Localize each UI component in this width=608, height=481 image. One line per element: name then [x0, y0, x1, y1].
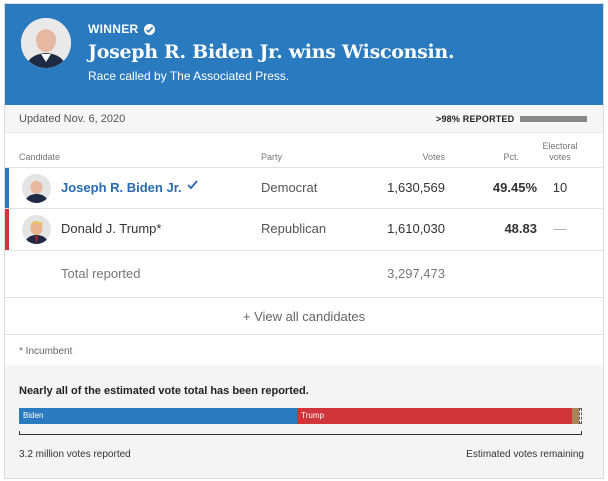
total-row: Total reported 3,297,473 — [5, 250, 603, 297]
header-party: Party — [261, 152, 283, 162]
candidate-party: Democrat — [261, 180, 318, 195]
other-segment — [571, 408, 580, 424]
race-call-source: Race called by The Associated Press. — [88, 69, 290, 83]
candidate-votes: 1,610,030 — [387, 221, 445, 236]
results-card: WINNER Joseph R. Biden Jr. wins Wisconsi… — [4, 3, 604, 479]
candidate-votes: 1,630,569 — [387, 180, 445, 195]
header-electoral-votes: Electoral votes — [542, 141, 578, 162]
biden-photo — [22, 174, 51, 203]
candidate-electoral-votes: — — [553, 221, 567, 236]
estimated-vote-panel: Nearly all of the estimated vote total h… — [5, 365, 603, 478]
winner-check-icon — [187, 180, 198, 190]
check-icon — [144, 23, 156, 35]
update-bar: Updated Nov. 6, 2020 >98% REPORTED — [5, 105, 603, 133]
winner-label: WINNER — [88, 22, 156, 36]
trump-photo — [22, 215, 51, 244]
candidate-pct: 48.83 — [504, 221, 537, 236]
remaining-segment — [579, 408, 582, 424]
estimate-title: Nearly all of the estimated vote total h… — [19, 385, 309, 397]
candidate-row-biden: Joseph R. Biden Jr. Democrat 1,630,569 4… — [5, 167, 603, 208]
header-votes: Votes — [422, 152, 445, 162]
total-label: Total reported — [61, 266, 141, 281]
reporting-progress-bar — [520, 116, 587, 122]
votes-remaining-caption: Estimated votes remaining — [466, 449, 584, 460]
biden-avatar — [21, 18, 71, 68]
biden-segment: Biden — [19, 408, 298, 424]
total-votes: 3,297,473 — [387, 266, 445, 281]
view-all-candidates-button[interactable]: + View all candidates — [5, 297, 603, 335]
vote-share-bar: Biden Trump — [19, 408, 582, 424]
candidate-name: Joseph R. Biden Jr. — [61, 180, 198, 195]
reported-bracket — [19, 431, 582, 435]
candidate-row-trump: Donald J. Trump* Republican 1,610,030 48… — [5, 208, 603, 250]
incumbent-footnote: * Incumbent — [19, 346, 73, 357]
headline: Joseph R. Biden Jr. wins Wisconsin. — [88, 41, 455, 63]
votes-reported-caption: 3.2 million votes reported — [19, 449, 131, 460]
candidate-pct: 49.45% — [492, 180, 537, 195]
header-candidate: Candidate — [19, 152, 61, 162]
party-stripe — [5, 168, 9, 208]
reporting-status: >98% REPORTED — [436, 114, 515, 124]
trump-segment: Trump — [297, 408, 572, 424]
candidate-name: Donald J. Trump* — [61, 221, 162, 236]
candidate-electoral-votes: 10 — [552, 180, 568, 195]
party-stripe — [5, 209, 9, 250]
winner-banner: WINNER Joseph R. Biden Jr. wins Wisconsi… — [5, 4, 603, 105]
updated-timestamp: Updated Nov. 6, 2020 — [19, 113, 126, 125]
header-pct: Pct. — [503, 152, 519, 162]
candidate-party: Republican — [261, 221, 327, 236]
